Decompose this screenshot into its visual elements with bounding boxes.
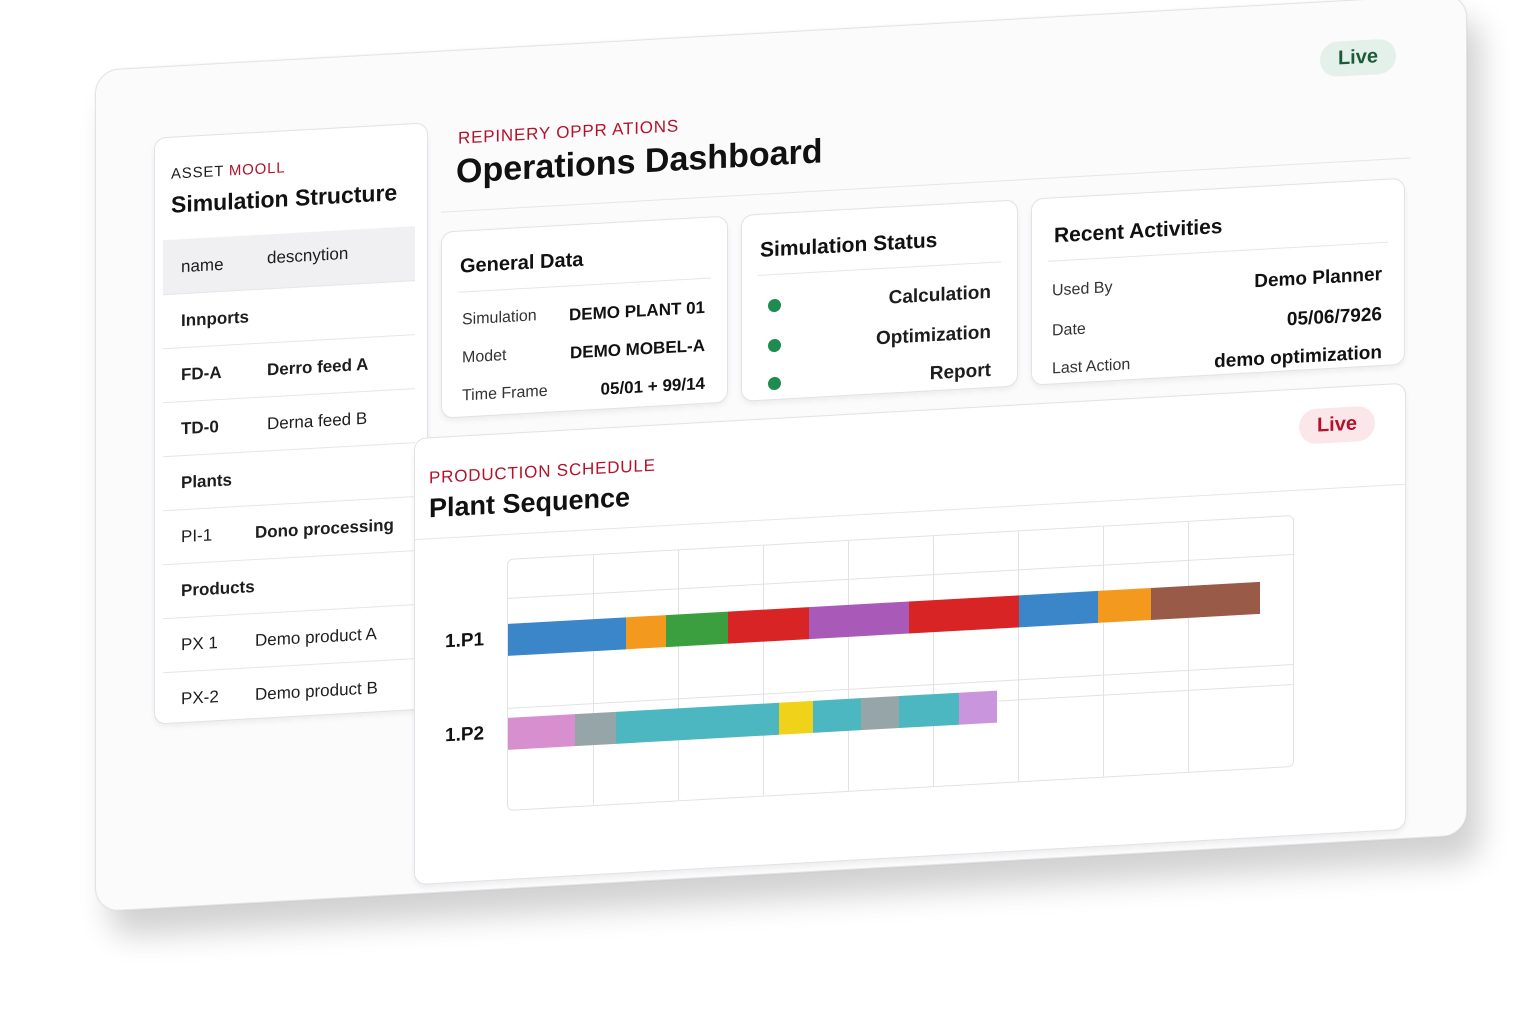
sidebar-eyebrow-prefix: ASSET — [171, 162, 229, 183]
item-description: Derna feed B — [267, 408, 368, 434]
status-dot-icon — [768, 376, 781, 391]
row-value: DEMO PLANT 01 — [568, 297, 705, 325]
dashboard-panel: Live ASSET MOOLL Simulation Structure na… — [95, 0, 1467, 913]
row-value: demo optimization — [1214, 342, 1382, 373]
row-label: Last Action — [1052, 356, 1131, 378]
gantt-segment-lane1-7[interactable] — [1018, 590, 1099, 628]
gantt-segment-lane1-9[interactable] — [1150, 581, 1260, 620]
item-description: Dono processing — [255, 515, 394, 543]
row-value: 05/01 + 99/14 — [600, 373, 705, 399]
gantt-lane-label: 1.P1 — [445, 629, 485, 653]
row-label: Time Frame — [462, 382, 548, 405]
item-name: TD-0 — [181, 417, 219, 439]
item-description: Demo product B — [255, 678, 378, 705]
column-header-description: descnytion — [267, 243, 349, 268]
gantt-segment-lane1-6[interactable] — [908, 595, 1019, 634]
status-dot-icon — [768, 298, 781, 313]
item-name: PI-1 — [181, 525, 213, 547]
gantt-segment-lane2-5[interactable] — [812, 698, 862, 733]
gantt-segment-lane1-1[interactable] — [508, 617, 627, 656]
sidebar-group-label: Innports — [181, 307, 249, 331]
item-name: FD-A — [181, 362, 222, 385]
general-data-row-simulation: Simulation DEMO PLANT 01 — [442, 297, 727, 329]
simulation-status-divider — [758, 261, 1001, 276]
gantt-chart — [507, 514, 1294, 811]
gantt-segment-lane2-1[interactable] — [508, 714, 575, 750]
gantt-segment-lane2-2[interactable] — [574, 711, 616, 747]
gantt-segment-lane2-4[interactable] — [778, 700, 813, 735]
schedule-live-badge: Live — [1298, 405, 1375, 445]
gantt-segment-lane1-3[interactable] — [665, 611, 729, 648]
row-value: 05/06/7926 — [1286, 304, 1382, 331]
activity-row-last-action: Last Action demo optimization — [1032, 341, 1404, 377]
status-label: Report — [929, 359, 991, 385]
sidebar-group-label: Products — [181, 577, 255, 601]
schedule-title: Plant Sequence — [429, 482, 631, 524]
sidebar-group-label: Plants — [181, 470, 233, 493]
general-data-title: General Data — [460, 248, 584, 278]
live-badge: Live — [1319, 38, 1396, 78]
gantt-segment-lane1-4[interactable] — [728, 607, 809, 644]
column-header-name: name — [181, 254, 224, 277]
row-label: Simulation — [462, 307, 537, 329]
row-value: Demo Planner — [1254, 264, 1382, 293]
row-label: Modet — [462, 346, 507, 367]
production-schedule-card: PRODUCTION SCHEDULE Plant Sequence Live … — [414, 382, 1406, 886]
status-label: Optimization — [875, 321, 991, 350]
gantt-segment-lane2-6[interactable] — [861, 696, 900, 731]
status-row-calculation: Calculation — [742, 280, 1017, 313]
gantt-segment-lane1-8[interactable] — [1098, 587, 1151, 623]
simulation-status-card: Simulation Status Calculation Optimizati… — [741, 199, 1018, 402]
general-data-row-time-frame: Time Frame 05/01 + 99/14 — [442, 373, 727, 405]
item-description: Demo product A — [255, 624, 377, 651]
sidebar-table: name descnytion Innports FD-A Derro feed… — [163, 226, 415, 710]
general-data-divider — [458, 277, 711, 293]
gantt-segment-lane1-5[interactable] — [808, 601, 909, 640]
sidebar-eyebrow: ASSET MOOLL — [171, 159, 285, 182]
recent-activities-title: Recent Activities — [1054, 214, 1223, 248]
recent-activities-card: Recent Activities Used By Demo Planner D… — [1031, 177, 1405, 386]
gantt-segment-lane2-3[interactable] — [615, 702, 779, 744]
gantt-segment-lane2-7[interactable] — [899, 692, 960, 729]
gantt-lane-label: 1.P2 — [445, 723, 485, 747]
status-label: Calculation — [888, 281, 991, 309]
status-dot-icon — [768, 338, 781, 353]
sidebar-title: Simulation Structure — [171, 179, 398, 218]
sidebar-card: ASSET MOOLL Simulation Structure name de… — [154, 122, 428, 725]
activity-row-used-by: Used By Demo Planner — [1032, 263, 1404, 299]
status-row-optimization: Optimization — [742, 320, 1017, 353]
general-data-row-model: Modet DEMO MOBEL-A — [442, 335, 727, 367]
status-row-report: Report — [742, 358, 1017, 391]
general-data-card: General Data Simulation DEMO PLANT 01 Mo… — [441, 215, 728, 419]
simulation-status-title: Simulation Status — [760, 228, 938, 262]
row-label: Used By — [1052, 279, 1113, 300]
row-value: DEMO MOBEL-A — [569, 335, 705, 363]
row-label: Date — [1052, 320, 1086, 340]
activity-row-date: Date 05/06/7926 — [1032, 303, 1404, 339]
sidebar-eyebrow-accent: MOOLL — [228, 159, 286, 180]
item-description: Derro feed A — [267, 354, 369, 380]
item-name: PX-2 — [181, 687, 219, 709]
gantt-segment-lane1-2[interactable] — [626, 615, 666, 650]
item-name: PX 1 — [181, 633, 218, 655]
gantt-segment-lane2-8[interactable] — [959, 690, 997, 725]
